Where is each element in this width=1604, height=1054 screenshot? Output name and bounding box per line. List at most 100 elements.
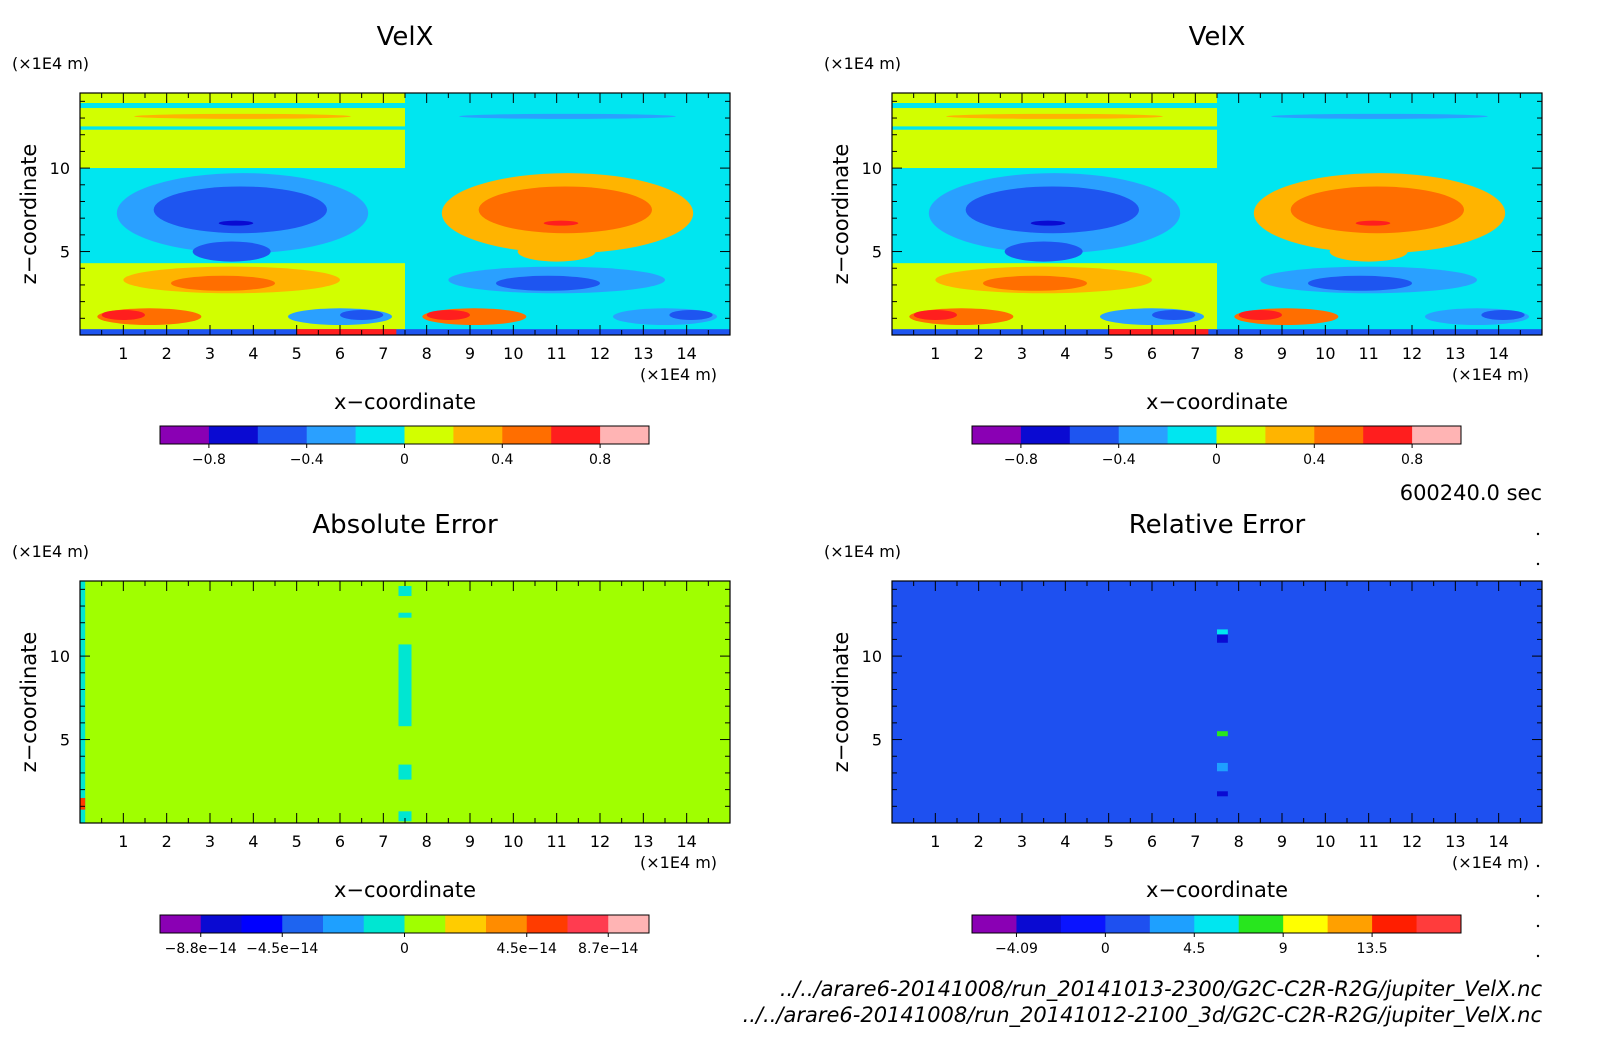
footer-file-2: ../../arare6-20141008/run_20141012-2100_… xyxy=(743,1003,1543,1028)
x-tick-label: 12 xyxy=(590,832,610,851)
contour-bottom-b-core xyxy=(1152,309,1196,320)
time-label: 600240.0 sec xyxy=(1400,481,1542,505)
colorbar-swatch xyxy=(306,426,357,444)
x-tick-label: 3 xyxy=(1017,344,1027,363)
colorbar-swatch xyxy=(355,426,405,444)
x-tick-label: 5 xyxy=(292,832,302,851)
colorbar-tick-label: 0.4 xyxy=(491,452,513,468)
contour-top-right xyxy=(1271,113,1488,119)
contour-bottom-a-core xyxy=(101,309,145,320)
colorbar-swatch xyxy=(453,426,503,444)
colorbar-tick-label: −0.8 xyxy=(192,452,226,468)
colorbar-swatch xyxy=(600,426,650,444)
x-tick-label: 3 xyxy=(205,832,215,851)
field-strip xyxy=(398,586,412,597)
colorbar-swatch xyxy=(445,915,487,933)
x-tick-label: 9 xyxy=(1277,344,1287,363)
colorbar-swatch xyxy=(1363,426,1413,444)
colorbar-swatch xyxy=(208,426,259,444)
colorbar-tick-label: −0.4 xyxy=(1102,452,1136,468)
colorbar-swatch xyxy=(160,426,210,444)
field-thin-band xyxy=(80,126,730,130)
colorbar-swatch xyxy=(972,915,1017,933)
contour-low-right-core xyxy=(1308,275,1412,291)
y-tick-label: 5 xyxy=(60,243,70,262)
field-spike xyxy=(1217,634,1228,643)
y-tick-label: 5 xyxy=(872,243,882,262)
colorbar-swatch xyxy=(502,426,552,444)
decor-dot xyxy=(1536,924,1540,928)
colorbar-swatch xyxy=(200,915,242,933)
field-background xyxy=(892,581,1542,823)
colorbar-tick-label: 0.8 xyxy=(1401,452,1423,468)
contour-field xyxy=(80,581,730,823)
x-tick-label: 4 xyxy=(248,832,258,851)
x-tick-label: 13 xyxy=(1445,344,1465,363)
x-tick-label: 9 xyxy=(465,344,475,363)
colorbar-swatch xyxy=(257,426,308,444)
field-strip xyxy=(398,764,412,780)
colorbar-tick-label: −4.09 xyxy=(995,941,1038,957)
contour-right-lobe xyxy=(517,241,596,262)
x-unit-label: (×1E4 m) xyxy=(640,853,717,872)
colorbar-tick-label: 4.5e−14 xyxy=(497,941,558,957)
contour-right-inner xyxy=(1290,186,1465,234)
colorbar: −0.8 −0.4 0 0.4 0.8 xyxy=(159,425,650,468)
x-tick-label: 3 xyxy=(1017,832,1027,851)
decor-dot xyxy=(1536,954,1540,958)
colorbar-swatch xyxy=(241,915,283,933)
x-tick-label: 7 xyxy=(378,832,388,851)
decor-dot xyxy=(1536,532,1540,536)
y-tick-label: 10 xyxy=(862,159,882,178)
colorbar-swatch xyxy=(1238,915,1284,933)
colorbar-swatch xyxy=(1069,426,1120,444)
y-axis-label: z−coordinate xyxy=(829,144,853,285)
contour-bottom-edge-red xyxy=(1108,329,1209,335)
x-tick-label: 5 xyxy=(1104,344,1114,363)
x-tick-label: 12 xyxy=(590,344,610,363)
y-axis-label: z−coordinate xyxy=(829,632,853,773)
decor-dot xyxy=(1536,562,1540,566)
x-tick-label: 8 xyxy=(1234,832,1244,851)
x-tick-label: 14 xyxy=(1488,344,1508,363)
x-tick-label: 11 xyxy=(1358,832,1378,851)
x-tick-label: 2 xyxy=(974,344,984,363)
y-tick-label: 10 xyxy=(50,647,70,666)
x-tick-label: 12 xyxy=(1402,832,1422,851)
field-thin-band xyxy=(892,126,1542,130)
contour-field xyxy=(80,93,730,335)
y-unit-label: (×1E4 m) xyxy=(12,542,89,561)
x-tick-label: 1 xyxy=(118,344,128,363)
contour-field xyxy=(892,581,1542,823)
x-tick-label: 5 xyxy=(1104,832,1114,851)
x-tick-label: 12 xyxy=(1402,344,1422,363)
field-spike xyxy=(1217,762,1228,772)
contour-bottom-d-core xyxy=(669,309,713,320)
x-tick-label: 7 xyxy=(378,344,388,363)
contour-right-core xyxy=(543,220,579,226)
field-left-edge xyxy=(80,581,86,823)
decor-dot xyxy=(1536,864,1540,868)
x-tick-label: 9 xyxy=(1277,832,1287,851)
colorbar-swatch xyxy=(404,426,454,444)
x-tick-label: 4 xyxy=(1060,832,1070,851)
x-tick-label: 6 xyxy=(335,344,345,363)
x-tick-label: 1 xyxy=(930,344,940,363)
y-tick-label: 5 xyxy=(60,731,70,750)
colorbar-swatch xyxy=(1412,426,1462,444)
colorbar-tick-label: 13.5 xyxy=(1357,941,1388,957)
x-tick-label: 8 xyxy=(1234,344,1244,363)
contour-bottom-b-core xyxy=(340,309,384,320)
x-tick-label: 11 xyxy=(546,832,566,851)
contour-low-left-core xyxy=(983,275,1087,291)
colorbar-swatch xyxy=(1016,915,1062,933)
x-tick-label: 5 xyxy=(292,344,302,363)
y-axis-label: z−coordinate xyxy=(17,632,41,773)
y-unit-label: (×1E4 m) xyxy=(824,542,901,561)
field-spike xyxy=(1217,629,1228,635)
field-strip xyxy=(398,644,412,727)
x-tick-label: 10 xyxy=(503,832,523,851)
